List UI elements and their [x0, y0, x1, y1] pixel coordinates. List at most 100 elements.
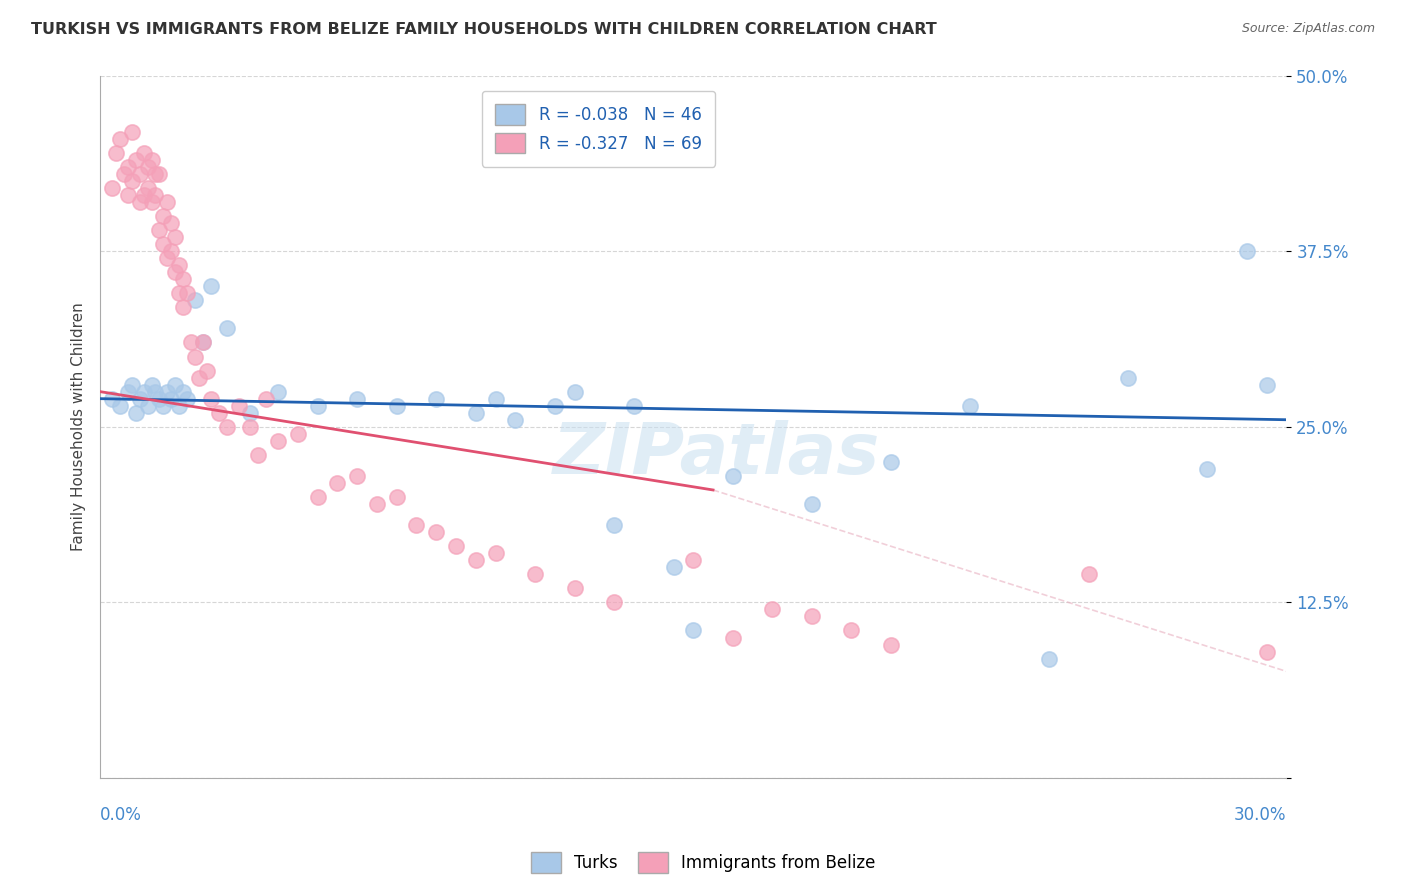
Point [682, 624, 704, 638]
Point [191, 335, 214, 350]
Point [188, 370, 211, 384]
Point [167, 399, 190, 413]
Point [184, 350, 207, 364]
Point [200, 279, 222, 293]
Point [215, 419, 238, 434]
Point [117, 160, 139, 174]
Point [152, 209, 174, 223]
Point [132, 384, 155, 399]
Point [152, 399, 174, 413]
Point [623, 399, 645, 413]
Point [165, 230, 187, 244]
Point [136, 399, 159, 413]
Point [425, 392, 447, 406]
Point [603, 518, 626, 533]
Point [176, 286, 198, 301]
Point [307, 490, 329, 504]
Point [156, 384, 179, 399]
Text: ZIPatlas: ZIPatlas [554, 420, 880, 490]
Point [254, 392, 277, 406]
Point [117, 384, 139, 399]
Point [721, 469, 744, 483]
Point [800, 497, 823, 511]
Point [145, 188, 167, 202]
Point [176, 392, 198, 406]
Point [136, 160, 159, 174]
Point [239, 419, 262, 434]
Point [101, 392, 124, 406]
Point [167, 258, 190, 272]
Point [172, 272, 194, 286]
Point [108, 399, 131, 413]
Point [603, 595, 626, 609]
Point [484, 546, 506, 560]
Point [132, 145, 155, 160]
Point [326, 475, 349, 490]
Point [160, 392, 183, 406]
Point [108, 132, 131, 146]
Point [1197, 462, 1219, 476]
Point [1236, 244, 1258, 259]
Point [167, 286, 190, 301]
Point [464, 553, 486, 567]
Point [128, 194, 150, 209]
Point [682, 553, 704, 567]
Point [959, 399, 981, 413]
Point [346, 469, 368, 483]
Point [128, 392, 150, 406]
Point [125, 406, 148, 420]
Point [195, 363, 218, 377]
Point [141, 377, 163, 392]
Point [184, 293, 207, 308]
Point [104, 145, 127, 160]
Point [721, 631, 744, 645]
Point [117, 188, 139, 202]
Point [152, 237, 174, 252]
Point [247, 448, 270, 462]
Point [148, 223, 170, 237]
Point [172, 301, 194, 315]
Point [841, 624, 863, 638]
Point [385, 399, 408, 413]
Point [239, 406, 262, 420]
Point [1256, 644, 1278, 658]
Point [1256, 377, 1278, 392]
Point [662, 560, 685, 574]
Point [165, 265, 187, 279]
Point [564, 384, 586, 399]
Point [346, 392, 368, 406]
Point [160, 216, 183, 230]
Point [366, 497, 388, 511]
Point [405, 518, 427, 533]
Point [121, 377, 143, 392]
Point [191, 335, 214, 350]
Point [761, 602, 783, 616]
Point [136, 181, 159, 195]
Point [121, 174, 143, 188]
Point [880, 455, 903, 469]
Point [215, 321, 238, 335]
Point [160, 244, 183, 259]
Point [484, 392, 506, 406]
Text: TURKISH VS IMMIGRANTS FROM BELIZE FAMILY HOUSEHOLDS WITH CHILDREN CORRELATION CH: TURKISH VS IMMIGRANTS FROM BELIZE FAMILY… [31, 22, 936, 37]
Point [141, 194, 163, 209]
Legend: Turks, Immigrants from Belize: Turks, Immigrants from Belize [524, 846, 882, 880]
Point [148, 392, 170, 406]
Point [564, 582, 586, 596]
Text: 0.0%: 0.0% [100, 806, 142, 824]
Point [505, 413, 527, 427]
Point [165, 377, 187, 392]
Point [880, 638, 903, 652]
Y-axis label: Family Households with Children: Family Households with Children [72, 302, 86, 551]
Point [425, 525, 447, 540]
Point [125, 153, 148, 167]
Text: Source: ZipAtlas.com: Source: ZipAtlas.com [1241, 22, 1375, 36]
Point [200, 392, 222, 406]
Point [148, 167, 170, 181]
Point [287, 426, 309, 441]
Point [444, 539, 467, 553]
Point [128, 167, 150, 181]
Point [156, 194, 179, 209]
Point [267, 434, 290, 448]
Point [228, 399, 250, 413]
